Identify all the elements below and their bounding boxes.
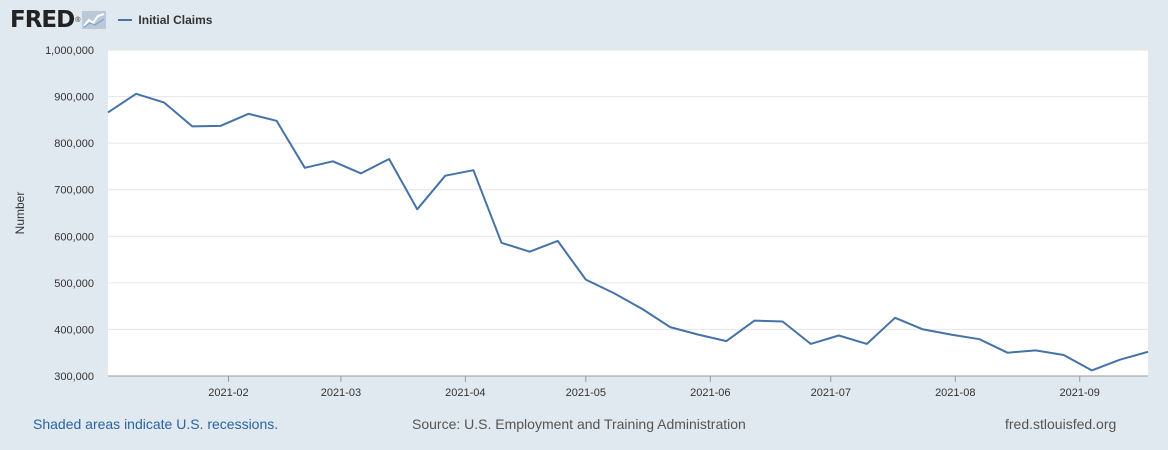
- data-point[interactable]: [386, 156, 392, 162]
- fred-logo-text: FRED: [10, 7, 75, 33]
- data-point[interactable]: [1004, 350, 1010, 356]
- fred-graph-icon: [82, 11, 107, 29]
- recession-note-link[interactable]: Shaded areas indicate U.S. recessions.: [33, 416, 279, 432]
- fred-logo[interactable]: FRED ®: [10, 7, 107, 33]
- y-tick-label: 700,000: [54, 185, 94, 197]
- y-axis-title: Number: [13, 192, 27, 235]
- source-note: Source: U.S. Employment and Training Adm…: [412, 416, 746, 432]
- data-point[interactable]: [161, 100, 167, 106]
- data-point[interactable]: [330, 158, 336, 164]
- y-tick-label: 600,000: [54, 231, 94, 243]
- data-point[interactable]: [667, 324, 673, 330]
- site-url[interactable]: fred.stlouisfed.org: [1005, 416, 1117, 432]
- x-tick-label: 2021-08: [935, 387, 975, 399]
- data-point[interactable]: [246, 111, 252, 117]
- data-point[interactable]: [920, 326, 926, 332]
- y-tick-label: 900,000: [54, 92, 94, 104]
- data-point[interactable]: [836, 332, 842, 338]
- data-point[interactable]: [358, 170, 364, 176]
- y-tick-label: 800,000: [54, 138, 94, 150]
- data-point[interactable]: [133, 91, 139, 97]
- data-point[interactable]: [1145, 349, 1151, 355]
- data-point[interactable]: [892, 315, 898, 321]
- data-point[interactable]: [1117, 357, 1123, 363]
- x-tick-label: 2021-02: [208, 387, 248, 399]
- y-tick-label: 400,000: [54, 324, 94, 336]
- legend-label: Initial Claims: [138, 13, 213, 27]
- data-point[interactable]: [302, 165, 308, 171]
- data-point[interactable]: [555, 238, 561, 244]
- chart-header: FRED ® Initial Claims: [10, 6, 212, 34]
- data-point[interactable]: [808, 341, 814, 347]
- data-point[interactable]: [695, 332, 701, 338]
- series-line-initial-claims: [107, 92, 1149, 372]
- registered-mark: ®: [75, 16, 81, 24]
- plot-area: [108, 50, 1148, 376]
- chart-footer: Shaded areas indicate U.S. recessions. S…: [0, 416, 1168, 436]
- x-tick-label: 2021-07: [811, 387, 851, 399]
- data-point[interactable]: [1061, 352, 1067, 358]
- data-point[interactable]: [780, 319, 786, 325]
- data-point[interactable]: [639, 306, 645, 312]
- data-point[interactable]: [1089, 367, 1095, 373]
- line-chart[interactable]: 300,000 400,000 500,000 600,000 700,000 800,0…: [0, 0, 1168, 410]
- data-point[interactable]: [723, 338, 729, 344]
- y-tick-label: 1,000,000: [45, 45, 94, 57]
- y-tick-label: 300,000: [54, 371, 94, 383]
- x-tick-label: 2021-04: [445, 387, 485, 399]
- legend[interactable]: Initial Claims: [118, 13, 212, 27]
- data-point[interactable]: [274, 118, 280, 124]
- x-tick-label: 2021-05: [566, 387, 606, 399]
- data-point[interactable]: [442, 173, 448, 179]
- data-point[interactable]: [751, 318, 757, 324]
- data-point[interactable]: [414, 206, 420, 212]
- x-tick-label: 2021-09: [1060, 387, 1100, 399]
- x-tick-label: 2021-03: [321, 387, 361, 399]
- data-point[interactable]: [189, 123, 195, 129]
- y-tick-label: 500,000: [54, 278, 94, 290]
- data-point[interactable]: [470, 167, 476, 173]
- data-point[interactable]: [527, 249, 533, 255]
- data-point[interactable]: [105, 109, 111, 115]
- data-point[interactable]: [499, 240, 505, 246]
- data-point[interactable]: [583, 277, 589, 283]
- data-point[interactable]: [976, 336, 982, 342]
- data-point[interactable]: [948, 332, 954, 338]
- legend-swatch: [118, 19, 133, 21]
- data-point[interactable]: [864, 341, 870, 347]
- data-point[interactable]: [611, 290, 617, 296]
- x-tick-label: 2021-06: [690, 387, 730, 399]
- data-point[interactable]: [217, 123, 223, 129]
- data-point[interactable]: [1033, 347, 1039, 353]
